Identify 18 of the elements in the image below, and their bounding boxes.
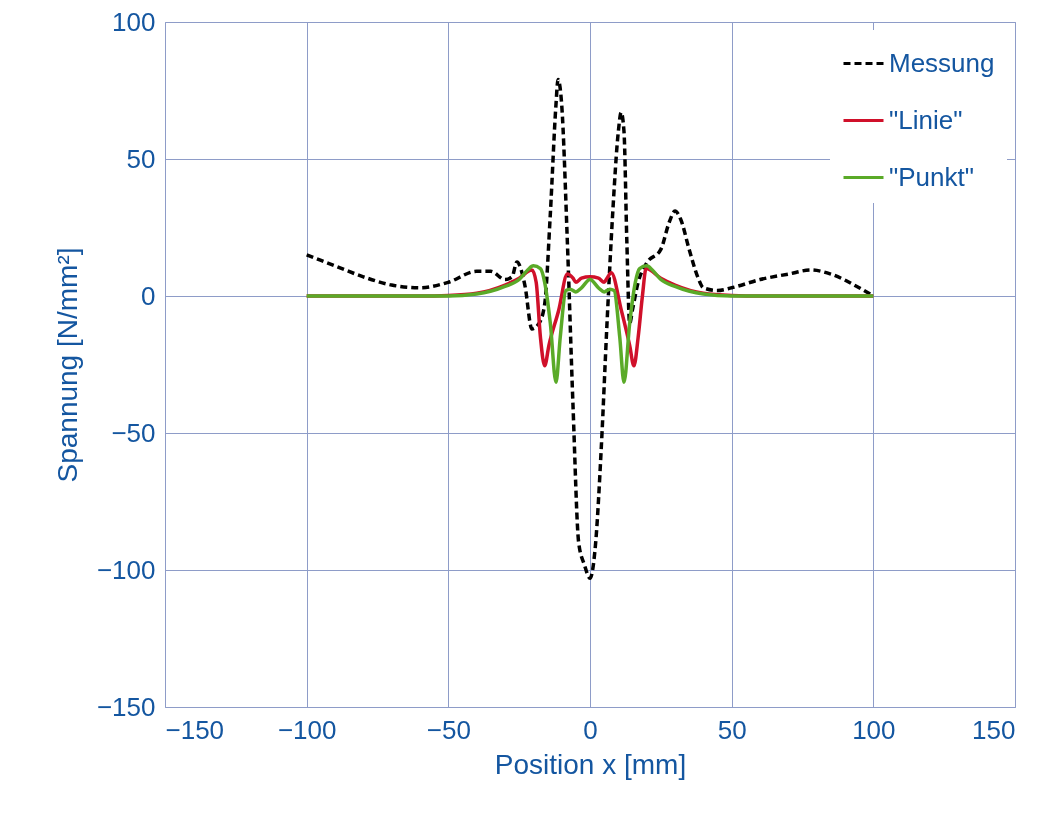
x-tick-label: 0 bbox=[583, 714, 598, 745]
x-tick-label: −50 bbox=[426, 714, 471, 745]
y-tick-label: 50 bbox=[126, 143, 156, 174]
y-tick-label: −150 bbox=[96, 691, 156, 722]
x-tick-label: 150 bbox=[972, 714, 1016, 745]
y-tick-label: 100 bbox=[112, 6, 156, 37]
x-tick-label: −150 bbox=[165, 714, 225, 745]
y-tick-label: −100 bbox=[96, 554, 156, 585]
legend-label: Messung bbox=[889, 47, 995, 78]
y-axis-title: Spannung [N/mm²] bbox=[51, 247, 83, 483]
x-tick-label: 50 bbox=[717, 714, 747, 745]
y-tick-label: −50 bbox=[111, 417, 156, 448]
x-tick-label: 100 bbox=[852, 714, 896, 745]
y-tick-label: 0 bbox=[141, 280, 156, 311]
legend-label: "Linie" bbox=[889, 104, 963, 135]
legend-label: "Punkt" bbox=[889, 161, 974, 192]
x-axis-title: Position x [mm] bbox=[494, 748, 687, 780]
x-tick-label: −100 bbox=[277, 714, 337, 745]
